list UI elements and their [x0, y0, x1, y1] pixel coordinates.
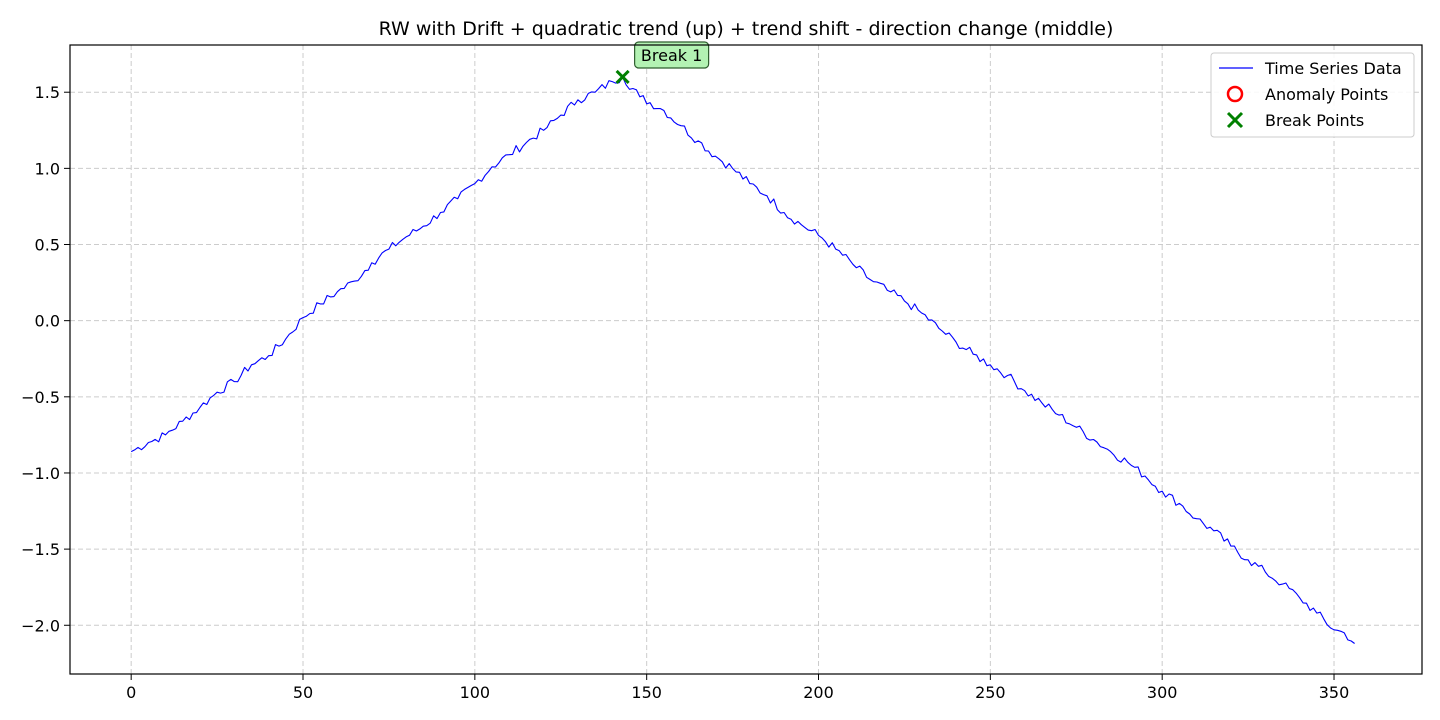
y-tick-label: 0.0 — [35, 312, 60, 331]
break-annotation-label: Break 1 — [641, 46, 702, 65]
x-tick-label: 200 — [803, 683, 834, 702]
x-tick-label: 150 — [631, 683, 662, 702]
plot-frame — [69, 44, 1423, 675]
grid — [70, 45, 1422, 674]
y-tick-label: −2.0 — [21, 616, 60, 635]
legend-label: Time Series Data — [1264, 59, 1402, 78]
series-layer — [130, 76, 1355, 644]
series-line — [130, 76, 1355, 644]
break-point — [615, 69, 630, 85]
chart-title: RW with Drift + quadratic trend (up) + t… — [379, 18, 1114, 40]
legend-x-swatch — [1226, 111, 1244, 129]
x-tick-label: 250 — [975, 683, 1006, 702]
legend-box — [1210, 52, 1415, 138]
y-tick-label: −1.0 — [21, 464, 60, 483]
x-tick-label: 0 — [126, 683, 136, 702]
y-tick-label: 0.5 — [35, 236, 60, 255]
legend: Time Series Data Anomaly Points Break Poin… — [1210, 52, 1415, 138]
legend-label: Break Points — [1265, 111, 1364, 130]
y-tick-label: 1.5 — [35, 83, 60, 102]
axes: 0 50 100 150 200 250 300 350 −2.0 −1.5 −1.0 −0.5 0.0… — [21, 83, 1349, 702]
x-tick-label: 100 — [460, 683, 491, 702]
break-marker-stroke — [615, 69, 630, 85]
x-tick-label: 50 — [293, 683, 313, 702]
y-tick-label: 1.0 — [35, 159, 60, 178]
break-annotation-box — [634, 41, 710, 69]
y-tick-label: −1.5 — [21, 540, 60, 559]
x-tick-label: 300 — [1147, 683, 1178, 702]
legend-label: Anomaly Points — [1265, 85, 1388, 104]
break-layer: Break 1 — [615, 41, 710, 85]
y-tick-label: −0.5 — [21, 388, 60, 407]
x-tick-label: 350 — [1319, 683, 1350, 702]
legend-circle-swatch — [1226, 85, 1244, 103]
